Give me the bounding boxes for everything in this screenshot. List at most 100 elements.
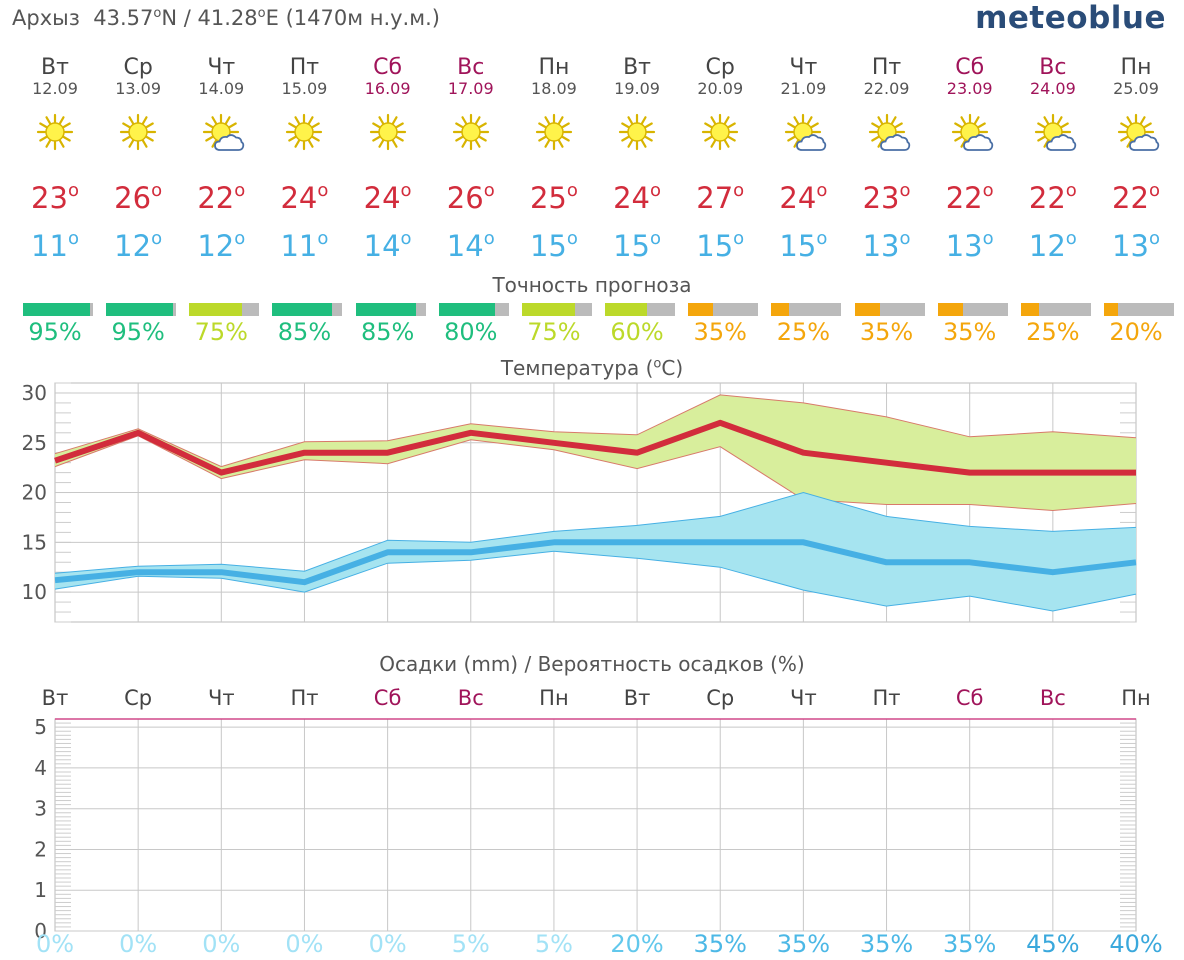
accuracy-bar: [438, 303, 509, 316]
accuracy-bar: [1104, 303, 1174, 316]
accuracy-fill: [106, 303, 174, 316]
accuracy-label: 35%: [859, 318, 914, 346]
max-temperature: 24o: [363, 180, 412, 215]
accuracy-bar: [521, 303, 592, 316]
accuracy-remainder: [173, 303, 177, 316]
precipitation-probability: 35%: [859, 930, 914, 958]
precipitation-day-name: Вт: [41, 686, 69, 710]
precipitation-probability: 35%: [776, 930, 831, 958]
precipitation-probability: 45%: [1026, 930, 1080, 958]
max-temperature: 23o: [31, 180, 79, 215]
min-temperature: 11o: [31, 228, 79, 263]
max-temperature: 26o: [114, 180, 163, 215]
day-date: 19.09: [614, 79, 660, 98]
day-column: Вс 24.09: [1011, 56, 1095, 98]
min-temperature: 13o: [1112, 228, 1160, 263]
min-temperature: 15o: [779, 228, 828, 263]
precipitation-day-name: Вт: [623, 686, 651, 710]
max-temperature: 24o: [779, 180, 828, 215]
accuracy-label: 35%: [943, 318, 997, 346]
precipitation-probability: 0%: [368, 930, 407, 958]
accuracy-fill: [272, 303, 333, 316]
min-temp-range-band-lower-edge: [54, 550, 1137, 612]
precipitation-day-name: Чт: [207, 686, 235, 710]
sun-icon: [35, 112, 79, 156]
accuracy-bar: [688, 303, 759, 316]
precipitation-title: Осадки (mm) / Вероятность осадков (%): [379, 652, 805, 676]
precipitation-day-name: Ср: [706, 686, 735, 710]
accuracy-label: 85%: [360, 318, 415, 346]
max-temperature: 22o: [1028, 180, 1077, 215]
day-date: 21.09: [780, 79, 827, 98]
max-temperature: 22o: [1112, 180, 1160, 215]
min-temperature: 12o: [197, 228, 246, 263]
accuracy-fill: [355, 303, 416, 316]
day-name: Вс: [457, 55, 485, 80]
sun-icon: [284, 112, 328, 156]
latitude-suffix: N: [161, 6, 178, 30]
max-temperature: 22o: [945, 180, 994, 215]
day-column: Пн 18.09: [512, 56, 596, 98]
max-temp-range-band-upper-edge: [54, 394, 1137, 468]
temperature-title-unit: (oC): [645, 356, 684, 380]
temperature-title-text: Температура: [500, 356, 640, 380]
accuracy-bar: [272, 303, 343, 316]
y-tick-label: 0: [34, 919, 47, 943]
precipitation-day-name: Чт: [790, 686, 817, 710]
sun-icon: [451, 112, 495, 156]
sun-icon: [700, 112, 744, 156]
min-temperature: 15o: [613, 228, 662, 263]
accuracy-bar: [937, 303, 1008, 316]
max-temperature: 24o: [280, 180, 329, 215]
day-date: 15.09: [281, 79, 328, 98]
max-temperature: 25o: [529, 180, 578, 215]
precipitation-probability: 0%: [202, 930, 241, 958]
precipitation-day-name: Сб: [373, 686, 402, 710]
accuracy-remainder: [962, 303, 1008, 316]
day-name: Чт: [789, 55, 818, 80]
precipitation-day-name: Вс: [457, 686, 484, 710]
accuracy-fill: [771, 303, 790, 316]
accuracy-fill: [1020, 303, 1039, 316]
accuracy-label: 25%: [1026, 318, 1080, 346]
day-date: 22.09: [863, 79, 910, 98]
accuracy-bar: [854, 303, 925, 316]
accuracy-label: 75%: [194, 318, 248, 346]
accuracy-remainder: [332, 303, 343, 316]
day-date: 17.09: [447, 79, 494, 98]
day-name: Пт: [289, 55, 320, 80]
latitude-value: 43.57: [93, 6, 154, 30]
accuracy-remainder: [90, 303, 93, 316]
day-name: Чт: [207, 55, 236, 80]
accuracy-remainder: [494, 303, 509, 316]
day-date: 20.09: [697, 79, 744, 98]
degree-mark: o: [653, 356, 662, 372]
min-temperature: 13o: [862, 228, 911, 263]
min-temp-range-band: [55, 492, 1136, 611]
max-temperature: 24o: [613, 180, 662, 215]
accuracy-bar: [605, 303, 676, 316]
y-tick-label: 5: [34, 715, 47, 739]
accuracy-fill: [854, 303, 880, 316]
accuracy-label: 95%: [111, 318, 165, 346]
accuracy-bar: [189, 303, 260, 316]
accuracy-remainder: [574, 303, 592, 316]
day-column: Сб 23.09: [928, 56, 1012, 98]
day-date: 16.09: [364, 79, 411, 98]
max-temp-range-band: [55, 394, 1136, 511]
day-name: Ср: [705, 55, 735, 80]
accuracy-fill: [189, 303, 243, 316]
day-name: Пт: [871, 55, 902, 80]
day-date: 18.09: [531, 79, 577, 98]
accuracy-remainder: [789, 303, 842, 316]
meteoblue-logo[interactable]: meteoblue: [975, 0, 1166, 36]
sun-cloud-icon: [1033, 112, 1077, 156]
precipitation-day-name: Ср: [124, 686, 153, 710]
accuracy-fill: [521, 303, 575, 316]
accuracy-bar: [23, 303, 93, 316]
day-name: Сб: [373, 55, 403, 80]
min-temperature: 14o: [446, 228, 495, 263]
location-name: Архыз: [12, 6, 80, 30]
precipitation-day-name: Пн: [1121, 686, 1151, 710]
precipitation-day-name: Сб: [955, 686, 984, 710]
